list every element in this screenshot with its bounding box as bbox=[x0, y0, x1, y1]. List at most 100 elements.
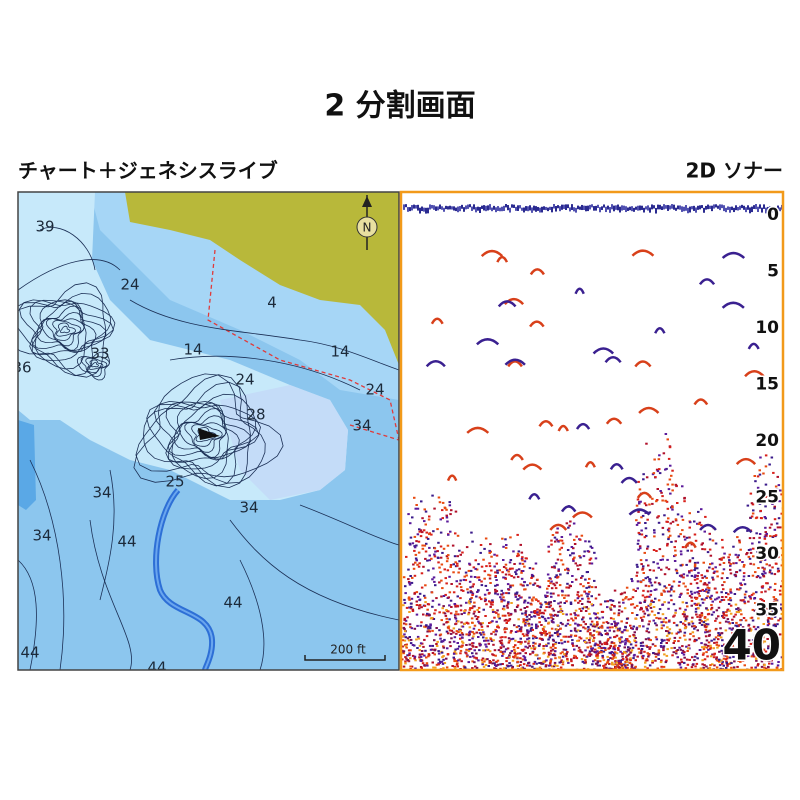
echo bbox=[434, 584, 437, 587]
echo bbox=[569, 603, 573, 605]
echo bbox=[755, 631, 759, 634]
echo bbox=[606, 626, 609, 629]
surface bbox=[747, 205, 749, 210]
echo bbox=[612, 642, 616, 645]
echo bbox=[636, 587, 639, 590]
echo bbox=[733, 593, 737, 595]
echo bbox=[736, 556, 739, 559]
echo bbox=[579, 556, 582, 559]
echo bbox=[684, 616, 688, 619]
surface bbox=[539, 207, 541, 213]
echo bbox=[432, 666, 435, 669]
echo bbox=[485, 645, 488, 648]
echo bbox=[717, 660, 720, 662]
echo bbox=[723, 552, 726, 555]
echo bbox=[746, 647, 749, 649]
echo bbox=[457, 613, 460, 616]
echo bbox=[588, 558, 592, 561]
echo bbox=[727, 593, 730, 596]
echo bbox=[618, 644, 621, 647]
echo bbox=[643, 650, 646, 653]
echo bbox=[632, 635, 636, 638]
echo bbox=[582, 654, 586, 657]
echo bbox=[686, 588, 689, 591]
echo bbox=[719, 600, 722, 603]
echo bbox=[596, 612, 600, 615]
echo bbox=[637, 647, 640, 650]
echo bbox=[522, 621, 525, 624]
echo bbox=[480, 598, 483, 601]
echo bbox=[600, 626, 604, 629]
echo bbox=[688, 594, 692, 597]
echo bbox=[463, 666, 467, 669]
echo bbox=[610, 623, 613, 626]
echo bbox=[706, 583, 709, 586]
echo bbox=[655, 588, 658, 591]
echo bbox=[423, 638, 426, 641]
echo bbox=[764, 531, 767, 534]
echo bbox=[728, 656, 732, 659]
echo bbox=[642, 579, 645, 582]
echo bbox=[656, 470, 660, 473]
echo bbox=[515, 606, 519, 608]
echo bbox=[644, 638, 648, 641]
echo bbox=[645, 607, 649, 610]
echo bbox=[611, 599, 615, 602]
echo bbox=[455, 660, 459, 662]
fish-arch bbox=[504, 358, 526, 366]
echo bbox=[652, 549, 656, 551]
echo bbox=[559, 661, 563, 663]
echo bbox=[775, 608, 778, 611]
echo bbox=[441, 640, 445, 643]
echo bbox=[674, 540, 677, 543]
echo bbox=[504, 648, 508, 651]
fish-arch bbox=[654, 327, 666, 334]
echo bbox=[548, 636, 551, 639]
echo bbox=[407, 578, 410, 581]
echo bbox=[595, 655, 598, 658]
echo bbox=[519, 637, 522, 640]
echo bbox=[447, 596, 450, 599]
echo bbox=[713, 570, 716, 573]
surface bbox=[547, 207, 549, 212]
echo bbox=[425, 531, 428, 534]
echo bbox=[433, 653, 436, 656]
echo bbox=[458, 645, 461, 648]
echo bbox=[559, 601, 562, 604]
echo bbox=[769, 569, 772, 572]
echo bbox=[739, 660, 742, 663]
echo bbox=[775, 522, 779, 525]
echo bbox=[419, 642, 423, 645]
echo bbox=[657, 566, 660, 569]
echo bbox=[649, 606, 653, 609]
echo bbox=[705, 597, 708, 599]
echo bbox=[749, 492, 753, 495]
echo bbox=[574, 622, 577, 625]
echo bbox=[671, 489, 674, 492]
surface bbox=[477, 206, 479, 211]
echo bbox=[426, 537, 430, 540]
echo bbox=[465, 621, 469, 624]
echo bbox=[572, 644, 575, 647]
surface bbox=[715, 204, 717, 208]
echo bbox=[467, 611, 471, 614]
echo bbox=[575, 535, 578, 538]
echo bbox=[549, 652, 552, 655]
echo bbox=[616, 664, 620, 667]
echo bbox=[602, 646, 606, 649]
echo bbox=[754, 649, 757, 652]
echo bbox=[756, 664, 759, 667]
echo bbox=[648, 595, 651, 598]
echo bbox=[494, 592, 497, 595]
right-pane-border[interactable] bbox=[399, 190, 785, 672]
echo bbox=[452, 631, 455, 634]
echo bbox=[414, 507, 417, 510]
echo bbox=[584, 610, 588, 612]
echo bbox=[602, 650, 606, 653]
echo bbox=[538, 621, 541, 624]
echo bbox=[559, 621, 563, 624]
echo bbox=[569, 613, 573, 616]
echo bbox=[560, 539, 564, 542]
echo bbox=[649, 602, 653, 605]
echo bbox=[517, 598, 520, 601]
